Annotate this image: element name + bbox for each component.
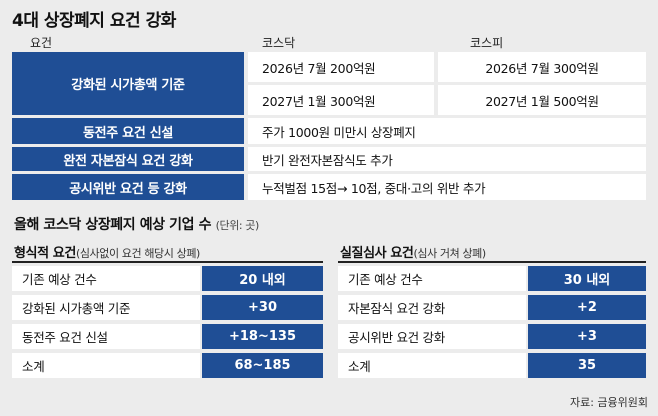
section-title: 올해 코스닥 상장폐지 예상 기업 수 (단위: 곳) <box>14 214 259 234</box>
left-title: 형식적 요건 <box>14 246 76 261</box>
right-rule <box>338 261 646 263</box>
kosdaq-2027: 2027년 1월 300억원 <box>248 85 434 115</box>
right-row-value: +3 <box>528 324 646 349</box>
header-kospi: 코스피 <box>470 36 504 50</box>
right-row-value: 35 <box>528 353 646 378</box>
source-note: 자료: 금융위원회 <box>569 396 648 409</box>
right-row-label: 소계 <box>338 353 526 378</box>
row-label-market-cap: 강화된 시가총액 기준 <box>12 52 244 115</box>
right-row-label: 기존 예상 건수 <box>338 266 526 291</box>
left-row-label: 강화된 시가총액 기준 <box>12 295 200 320</box>
row-value-disclosure: 누적벌점 15점→ 10점, 중대·고의 위반 추가 <box>248 174 646 200</box>
row-value-capital-impairment: 반기 완전자본잠식도 추가 <box>248 147 646 171</box>
right-row-label: 자본잠식 요건 강화 <box>338 295 526 320</box>
row-label-penny-stock: 동전주 요건 신설 <box>12 118 244 144</box>
header-requirement: 요건 <box>30 36 53 50</box>
left-subtitle: 형식적 요건(심사없이 요건 해당시 상폐) <box>14 242 200 261</box>
right-note: (심사 거쳐 상폐) <box>413 247 487 260</box>
right-subtitle: 실질심사 요건(심사 거쳐 상폐) <box>340 242 486 261</box>
left-row-label: 동전주 요건 신설 <box>12 324 200 349</box>
left-row-label: 기존 예상 건수 <box>12 266 200 291</box>
left-note: (심사없이 요건 해당시 상폐) <box>75 247 200 260</box>
kospi-2026: 2026년 7월 300억원 <box>438 52 646 82</box>
left-row-value: 20 내외 <box>202 266 323 291</box>
row-value-penny-stock: 주가 1000원 미만시 상장폐지 <box>248 118 646 144</box>
left-row-value: +18~135 <box>202 324 323 349</box>
header-kosdaq: 코스닥 <box>262 36 296 50</box>
left-rule <box>12 261 323 263</box>
right-title: 실질심사 요건 <box>340 246 414 261</box>
section-unit: (단위: 곳) <box>215 219 260 232</box>
right-row-value: 30 내외 <box>528 266 646 291</box>
left-row-value: 68~185 <box>202 353 323 378</box>
left-row-label: 소계 <box>12 353 200 378</box>
right-row-label: 공시위반 요건 강화 <box>338 324 526 349</box>
kosdaq-2026: 2026년 7월 200억원 <box>248 52 434 82</box>
page-title: 4대 상장폐지 요건 강화 <box>12 11 176 31</box>
section-title-text: 올해 코스닥 상장폐지 예상 기업 수 <box>14 217 212 233</box>
kospi-2027: 2027년 1월 500억원 <box>438 85 646 115</box>
row-label-capital-impairment: 완전 자본잠식 요건 강화 <box>12 147 244 171</box>
right-row-value: +2 <box>528 295 646 320</box>
row-label-disclosure: 공시위반 요건 등 강화 <box>12 174 244 200</box>
left-row-value: +30 <box>202 295 323 320</box>
